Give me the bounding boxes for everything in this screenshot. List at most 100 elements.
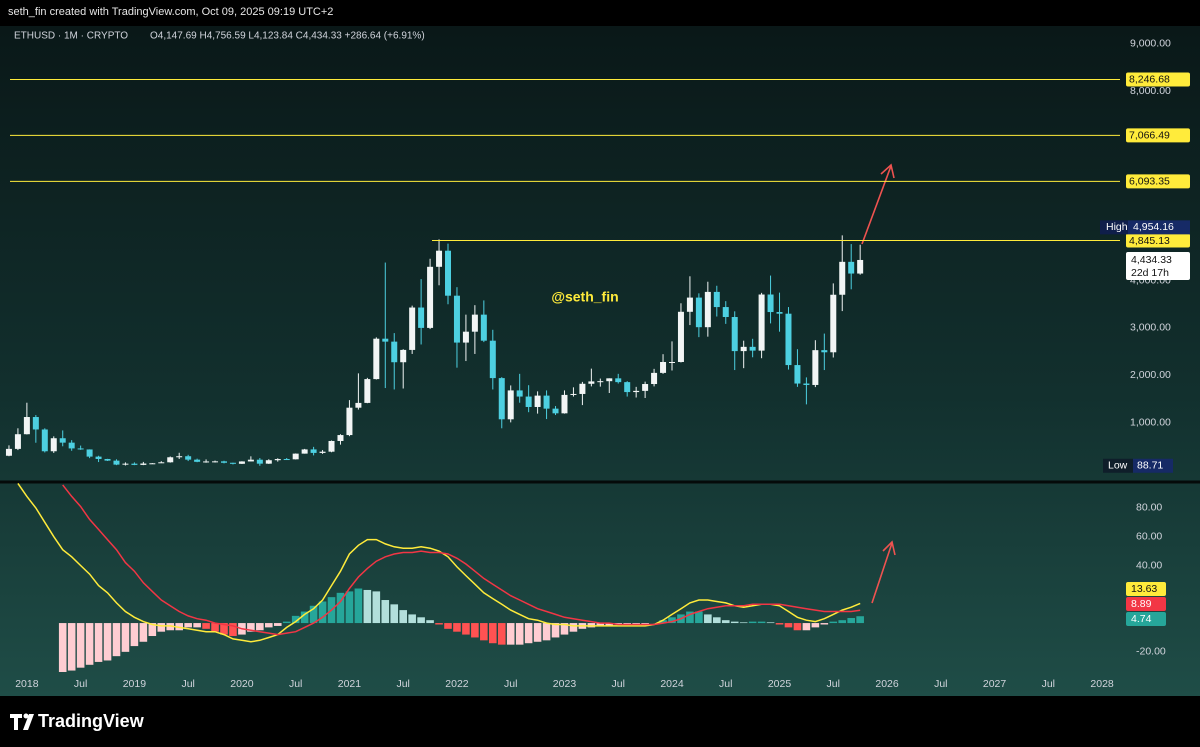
candle-body xyxy=(821,350,828,353)
candle-body xyxy=(633,390,640,393)
header: seth_fin created with TradingView.com, O… xyxy=(8,6,333,18)
histogram-bar xyxy=(793,623,802,631)
histogram-bar xyxy=(596,623,605,626)
level-label: 6,093.35 xyxy=(1129,176,1170,188)
candle-body xyxy=(794,365,801,384)
histogram-bar xyxy=(130,623,139,647)
candle-body xyxy=(525,396,532,407)
last-price-tag xyxy=(1126,251,1190,280)
value-tag-label: 4.74 xyxy=(1131,613,1152,625)
x-tick-label: 2018 xyxy=(15,678,39,690)
y-tick-label: 8,000.00 xyxy=(1130,85,1171,97)
x-tick-label: Jul xyxy=(612,678,625,690)
candle-body xyxy=(292,453,299,460)
x-tick-label: Jul xyxy=(504,678,517,690)
histogram-bar xyxy=(820,623,829,625)
histogram-bar xyxy=(148,623,157,637)
histogram-bar xyxy=(220,623,228,635)
x-tick-label: 2028 xyxy=(1090,678,1114,690)
value-tag-label: 13.63 xyxy=(1131,583,1157,595)
candle-body xyxy=(346,407,353,436)
candle-body xyxy=(194,459,201,462)
histogram-bar xyxy=(354,588,363,624)
x-tick-label: Jul xyxy=(396,678,409,690)
arrow xyxy=(861,163,895,245)
x-tick-label: 2022 xyxy=(445,678,469,690)
histogram-bar xyxy=(345,591,354,624)
level-tag xyxy=(1126,174,1190,189)
histogram-bar xyxy=(265,623,273,628)
x-tick-label: 2026 xyxy=(875,678,899,690)
low-tag-label: Low xyxy=(1108,460,1128,472)
chart-area xyxy=(0,26,1200,696)
histogram-bar xyxy=(515,623,524,645)
histogram-bar xyxy=(202,623,210,629)
histogram-bar xyxy=(211,623,219,632)
candle-body xyxy=(95,456,102,459)
candle-body xyxy=(158,462,165,464)
x-tick-label: 2025 xyxy=(768,678,792,690)
candle-body xyxy=(409,307,416,350)
histogram-bar xyxy=(76,623,85,668)
watermark: @seth_fin xyxy=(551,289,618,305)
histogram-bar xyxy=(363,589,372,624)
candle-body xyxy=(256,459,263,464)
indicator-line xyxy=(17,483,861,643)
histogram-bar xyxy=(408,614,416,624)
high-value-tag xyxy=(1128,220,1190,235)
candle-body xyxy=(113,460,120,465)
candle-body xyxy=(5,448,12,456)
candle-body xyxy=(203,461,210,463)
arrow xyxy=(871,540,896,604)
candle-body xyxy=(140,463,147,465)
histogram-bar xyxy=(497,623,506,645)
histogram-bar xyxy=(273,623,282,626)
histogram-bar xyxy=(282,621,291,624)
histogram-bar xyxy=(489,623,497,644)
value-tag-label: 8.89 xyxy=(1131,598,1152,610)
price-pane xyxy=(5,235,864,466)
histogram-bar xyxy=(426,620,434,624)
histogram-bar xyxy=(67,623,76,671)
candle-body xyxy=(803,383,810,385)
level-label: 7,066.49 xyxy=(1129,130,1170,142)
candle-body xyxy=(552,408,559,414)
candle-body xyxy=(221,461,227,463)
candle-body xyxy=(418,307,425,328)
level-label: 4,845.13 xyxy=(1129,235,1170,247)
candle-body xyxy=(758,294,765,351)
candle-body xyxy=(122,463,129,465)
low-tag xyxy=(1103,458,1133,473)
x-tick-label: 2021 xyxy=(338,678,362,690)
candle-body xyxy=(238,461,245,464)
x-tick-label: Jul xyxy=(719,678,732,690)
histogram-bar xyxy=(112,623,121,657)
candle-body xyxy=(427,266,434,328)
candle-body xyxy=(785,313,792,366)
y-tick-label: -20.00 xyxy=(1136,646,1166,658)
candle-body xyxy=(651,372,658,385)
histogram-bar xyxy=(247,623,255,632)
candle-body xyxy=(274,459,281,461)
candle-body xyxy=(516,390,523,397)
candle-body xyxy=(50,438,57,452)
candle-body xyxy=(722,307,729,318)
candle-body xyxy=(507,390,514,420)
histogram-bar xyxy=(784,623,793,628)
histogram-bar xyxy=(775,623,784,625)
histogram-bar xyxy=(856,616,864,624)
candle-body xyxy=(642,384,649,391)
candle-body xyxy=(328,440,335,452)
candle-body xyxy=(364,379,371,403)
value-tag xyxy=(1126,597,1166,611)
candle-body xyxy=(400,349,407,363)
histogram-bar xyxy=(453,623,461,632)
candle-body xyxy=(570,393,577,395)
candle-body xyxy=(857,259,864,274)
candle-body xyxy=(776,312,783,314)
histogram-bar xyxy=(256,623,264,631)
histogram-bar xyxy=(184,623,192,628)
x-tick-label: Jul xyxy=(181,678,194,690)
x-tick-label: Jul xyxy=(934,678,947,690)
candle-body xyxy=(373,338,380,380)
